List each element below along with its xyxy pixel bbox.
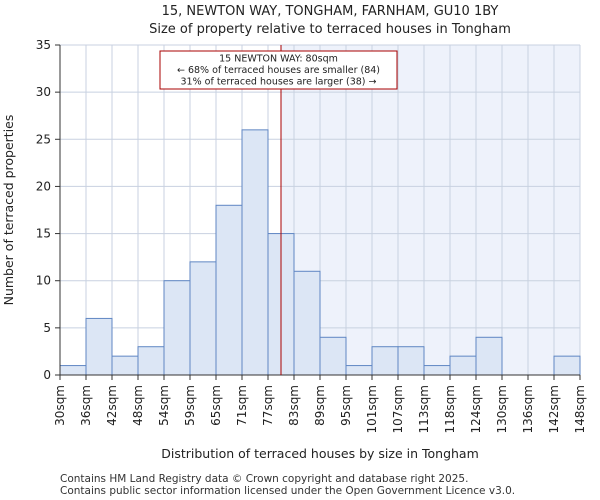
x-tick-label: 65sqm [209,385,223,426]
histogram-bar [449,355,477,376]
y-tick-label: 25 [36,132,51,146]
larger-region-shade [281,45,580,375]
x-tick-label: 142sqm [547,385,561,433]
x-tick-label: 83sqm [287,385,301,426]
plot-area: 0 5 10 15 20 25 30 35 30sqm 36sqm 42sqm 48sqm 54sqm 5… [36,38,587,433]
x-tick-label: 95sqm [339,385,353,426]
x-tick-label: 30sqm [53,385,67,426]
x-tick-label: 113sqm [417,385,431,433]
histogram-bar [85,317,113,376]
histogram-bar [371,346,399,376]
x-tick-label: 59sqm [183,385,197,426]
y-tick-label: 20 [36,179,51,193]
histogram-bar [345,365,373,376]
histogram-bar [241,129,269,376]
x-tick-label: 36sqm [79,385,93,426]
histogram-bar [59,365,87,376]
x-tick-label: 107sqm [391,385,405,433]
histogram-bar [137,346,165,376]
y-tick-label: 30 [36,85,51,99]
x-tick-label: 101sqm [365,385,379,433]
x-tick-label: 118sqm [443,385,457,433]
chart-subtitle: Size of property relative to terraced ho… [149,22,511,37]
footer-licence: Contains public sector information licen… [60,485,516,497]
x-tick-label: 71sqm [235,385,249,426]
histogram-bar [111,355,139,376]
histogram-bar [423,365,451,376]
x-tick-label: 54sqm [157,385,171,426]
x-tick-label: 89sqm [313,385,327,426]
annotation-line-1: 15 NEWTON WAY: 80sqm [219,54,338,65]
x-tick-label: 148sqm [573,385,587,433]
histogram-bar [319,336,347,376]
y-tick-label: 0 [43,368,51,382]
x-tick-label: 130sqm [495,385,509,433]
histogram-bar [215,204,243,376]
y-tick-label: 15 [36,227,51,241]
y-tick-label: 35 [36,38,51,52]
x-tick-label: 136sqm [521,385,535,433]
x-tick-label: 42sqm [105,385,119,426]
chart-title: 15, NEWTON WAY, TONGHAM, FARNHAM, GU10 1… [162,4,499,19]
y-axis-label: Number of terraced properties [1,115,16,306]
annotation-line-3: 31% of terraced houses are larger (38) → [181,77,377,88]
annotation-line-2: ← 68% of terraced houses are smaller (84… [177,65,380,76]
histogram-bar [397,346,425,376]
y-tick-label: 5 [43,321,51,335]
y-tick-label: 10 [36,274,51,288]
x-tick-label: 124sqm [469,385,483,433]
histogram-bar [293,270,321,376]
histogram-chart: 15, NEWTON WAY, TONGHAM, FARNHAM, GU10 1… [1,4,587,461]
x-tick-label: 48sqm [131,385,145,426]
x-axis-label: Distribution of terraced houses by size … [161,446,479,461]
footer-copyright: Contains HM Land Registry data © Crown c… [60,473,469,485]
histogram-bar [163,280,191,376]
x-tick-label: 77sqm [261,385,275,426]
annotation-box [159,50,398,90]
histogram-bar [189,261,217,376]
histogram-bar [475,336,503,376]
histogram-bar [553,355,581,376]
